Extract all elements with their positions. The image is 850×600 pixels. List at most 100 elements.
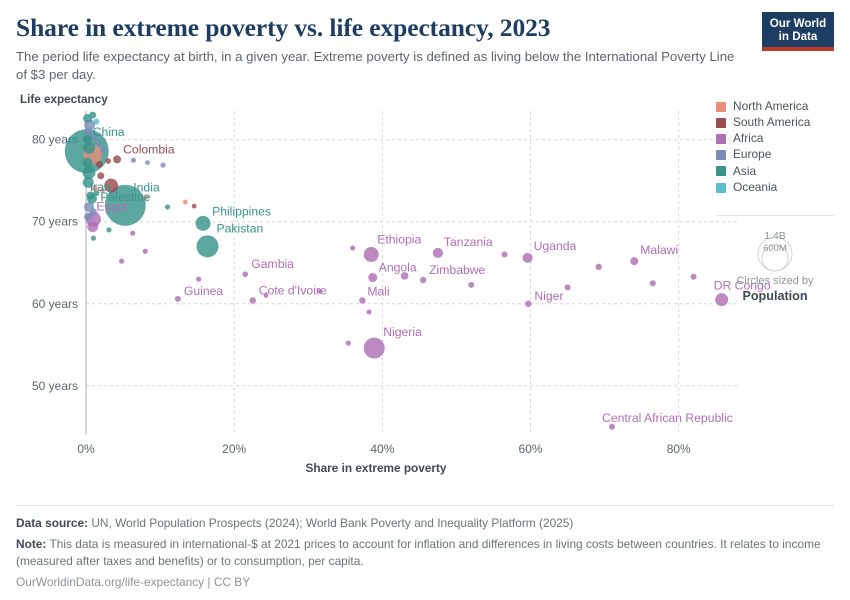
- data-point[interactable]: [84, 212, 93, 222]
- data-point-circle[interactable]: [82, 166, 96, 180]
- continent-legend[interactable]: North America South America Africa Europe As…: [716, 100, 834, 198]
- data-point-guinea[interactable]: [174, 295, 181, 302]
- data-point-mali[interactable]: [359, 297, 366, 304]
- data-point[interactable]: [82, 134, 92, 144]
- data-point-circle[interactable]: [145, 160, 150, 166]
- data-point-uganda[interactable]: [522, 252, 533, 263]
- data-point-circle[interactable]: [113, 155, 122, 164]
- data-point[interactable]: [106, 227, 112, 233]
- data-point-circle[interactable]: [91, 185, 98, 192]
- data-point-angola[interactable]: [368, 273, 378, 283]
- data-point-circle[interactable]: [142, 248, 148, 255]
- data-point-circle[interactable]: [105, 158, 112, 164]
- data-point-palestine[interactable]: [93, 190, 100, 197]
- data-point-circle[interactable]: [195, 216, 211, 232]
- data-point[interactable]: [142, 248, 148, 255]
- data-point[interactable]: [690, 273, 697, 280]
- data-point-circle[interactable]: [366, 309, 372, 315]
- data-point-gambia[interactable]: [242, 271, 249, 278]
- data-point-nigeria[interactable]: [363, 337, 385, 359]
- data-point-circle[interactable]: [104, 178, 119, 193]
- data-point[interactable]: [90, 133, 98, 140]
- data-point-circle[interactable]: [99, 146, 107, 153]
- data-point-circle[interactable]: [143, 194, 149, 200]
- data-point[interactable]: [366, 309, 372, 315]
- data-point-circle[interactable]: [468, 282, 475, 289]
- data-point[interactable]: [130, 230, 136, 236]
- data-point-circle[interactable]: [522, 252, 533, 263]
- data-point-circle[interactable]: [263, 293, 269, 299]
- data-point[interactable]: [99, 146, 107, 153]
- data-point[interactable]: [143, 194, 149, 200]
- data-point-circle[interactable]: [82, 157, 93, 168]
- data-point[interactable]: [130, 157, 137, 163]
- data-point-circle[interactable]: [130, 230, 136, 236]
- data-point[interactable]: [160, 162, 166, 168]
- data-point-circle[interactable]: [174, 295, 181, 302]
- data-point-circle[interactable]: [93, 118, 100, 125]
- data-point[interactable]: [649, 280, 656, 287]
- data-point[interactable]: [196, 276, 202, 282]
- data-point-circle[interactable]: [363, 337, 385, 359]
- data-point[interactable]: [595, 263, 602, 271]
- data-point-circle[interactable]: [400, 272, 409, 280]
- data-point-circle[interactable]: [609, 423, 616, 430]
- data-point[interactable]: [564, 284, 571, 291]
- data-point-cote-d-ivoire[interactable]: [249, 297, 256, 304]
- data-point-circle[interactable]: [97, 172, 105, 180]
- data-point-circle[interactable]: [104, 184, 146, 226]
- data-point[interactable]: [164, 204, 171, 210]
- data-point[interactable]: [93, 118, 100, 125]
- data-point-circle[interactable]: [317, 289, 323, 294]
- data-point-circle[interactable]: [84, 212, 93, 222]
- owid-logo[interactable]: Our World in Data: [762, 12, 834, 51]
- data-point[interactable]: [90, 235, 97, 241]
- data-point-tanzania[interactable]: [432, 248, 443, 259]
- data-point-zimbabwe[interactable]: [419, 276, 427, 284]
- legend-item-north-america[interactable]: North America: [716, 100, 834, 113]
- data-point-circle[interactable]: [525, 300, 532, 308]
- data-point-circle[interactable]: [90, 133, 98, 140]
- data-point-circle[interactable]: [82, 177, 94, 189]
- data-point-pakistan[interactable]: [196, 235, 219, 258]
- data-point-philippines[interactable]: [195, 216, 211, 232]
- data-point[interactable]: [99, 188, 105, 194]
- data-point[interactable]: [118, 258, 125, 264]
- data-point[interactable]: [97, 172, 105, 180]
- data-point-circle[interactable]: [89, 208, 97, 216]
- data-point-colombia[interactable]: [113, 155, 122, 164]
- data-point-circle[interactable]: [419, 276, 427, 284]
- legend-item-south-america[interactable]: South America: [716, 116, 834, 129]
- data-point-circle[interactable]: [595, 263, 602, 271]
- data-point-circle[interactable]: [715, 293, 729, 307]
- data-point-circle[interactable]: [196, 276, 202, 282]
- data-point[interactable]: [82, 142, 95, 155]
- data-point-circle[interactable]: [82, 142, 95, 155]
- data-point[interactable]: [82, 157, 93, 168]
- data-point-malawi[interactable]: [630, 257, 639, 266]
- data-point-circle[interactable]: [87, 221, 99, 233]
- data-point[interactable]: [400, 272, 409, 280]
- data-point[interactable]: [94, 140, 101, 147]
- data-point-circle[interactable]: [93, 190, 100, 197]
- data-point-circle[interactable]: [368, 273, 378, 283]
- data-point-ethiopia[interactable]: [363, 247, 379, 263]
- legend-item-europe[interactable]: Europe: [716, 149, 834, 161]
- data-point-circle[interactable]: [106, 227, 112, 233]
- data-point-circle[interactable]: [690, 273, 697, 280]
- legend-item-asia[interactable]: Asia: [716, 165, 834, 178]
- data-point-dr-congo[interactable]: [715, 293, 729, 307]
- data-point-circle[interactable]: [359, 297, 366, 304]
- data-point-circle[interactable]: [160, 162, 166, 168]
- data-point-circle[interactable]: [182, 199, 188, 205]
- data-point-circle[interactable]: [196, 235, 219, 258]
- data-point-circle[interactable]: [164, 204, 171, 210]
- data-point[interactable]: [350, 245, 356, 251]
- data-point-circle[interactable]: [350, 245, 356, 251]
- data-point[interactable]: [82, 177, 94, 189]
- data-point-circle[interactable]: [99, 188, 105, 194]
- legend-item-africa[interactable]: Africa: [716, 132, 834, 145]
- data-point-circle[interactable]: [130, 157, 137, 163]
- data-point-circle[interactable]: [118, 258, 125, 264]
- owid-source-link[interactable]: OurWorldinData.org/life-expectancy | CC …: [16, 574, 251, 589]
